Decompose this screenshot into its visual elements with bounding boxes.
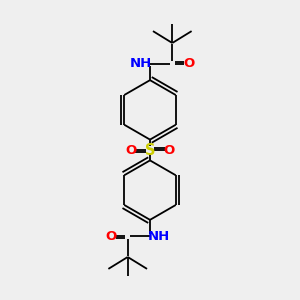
Text: NH: NH [148, 230, 170, 243]
Text: NH: NH [130, 57, 152, 70]
Text: O: O [125, 143, 136, 157]
Text: O: O [164, 143, 175, 157]
Text: O: O [183, 57, 194, 70]
Text: S: S [145, 142, 155, 158]
Text: O: O [106, 230, 117, 243]
